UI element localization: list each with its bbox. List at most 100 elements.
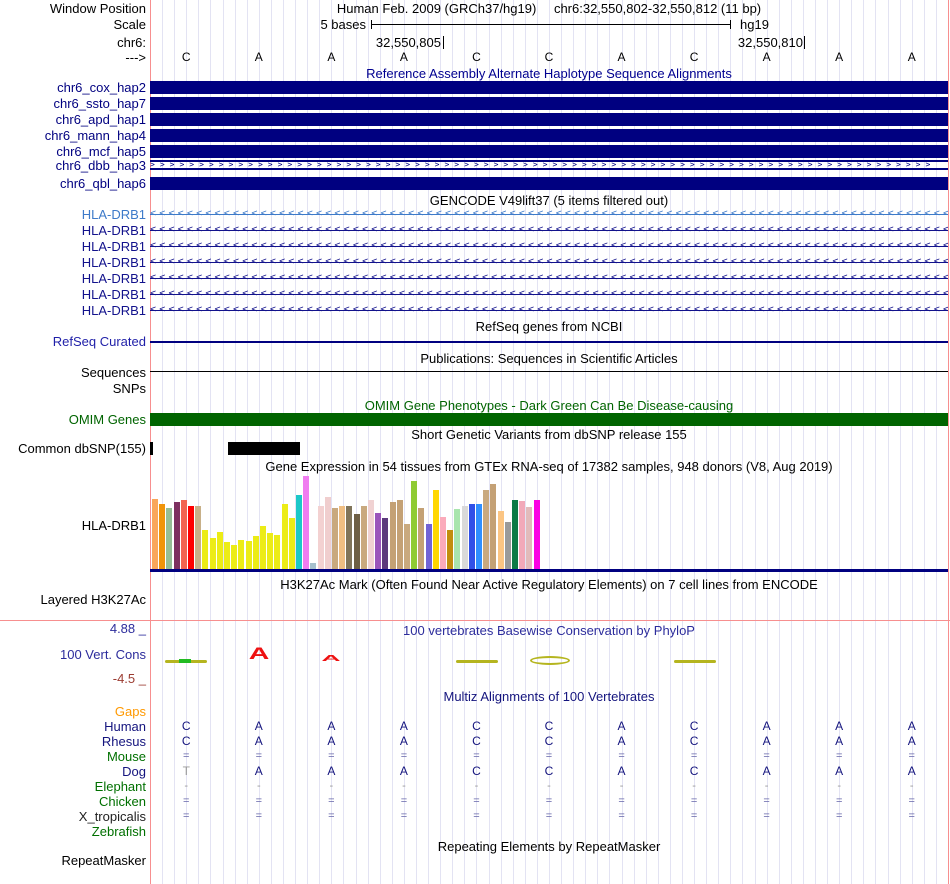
gtex-tissue-bar[interactable]	[476, 504, 482, 569]
gtex-tissue-bar[interactable]	[425, 524, 432, 569]
haplotype-item[interactable]	[150, 97, 948, 110]
gtex-tissue-bar[interactable]	[252, 536, 259, 569]
track-label-omim-genes[interactable]: OMIM Genes	[68, 412, 146, 427]
dbsnp-variant-item[interactable]	[228, 442, 300, 455]
gtex-tissue-bar[interactable]	[490, 484, 497, 569]
track-title-gtex[interactable]: Gene Expression in 54 tissues from GTEx …	[265, 459, 833, 474]
gtex-tissue-bar[interactable]	[159, 504, 166, 569]
gtex-tissue-bar[interactable]	[353, 514, 360, 569]
track-label-chr6_mann_hap4[interactable]: chr6_mann_hap4	[44, 128, 146, 143]
gtex-tissue-bar[interactable]	[483, 490, 490, 569]
track-label-repeatmasker[interactable]: RepeatMasker	[61, 853, 146, 868]
gtex-tissue-bar[interactable]	[288, 518, 295, 569]
gtex-tissue-bar[interactable]	[497, 511, 504, 569]
gtex-tissue-bar[interactable]	[281, 504, 288, 569]
gtex-tissue-bar[interactable]	[526, 507, 533, 569]
track-title-publications[interactable]: Publications: Sequences in Scientific Ar…	[420, 351, 678, 366]
gtex-tissue-bar[interactable]	[303, 476, 310, 569]
transcript-item[interactable]: <<<<<<<<<<<<<<<<<<<<<<<<<<<<<<<<<<<<<<<<…	[150, 272, 948, 283]
gtex-tissue-bar[interactable]	[404, 524, 410, 569]
track-label-dog[interactable]: Dog	[122, 764, 146, 779]
track-label-common-dbsnp[interactable]: Common dbSNP(155)	[18, 441, 146, 456]
gtex-tissue-bar[interactable]	[260, 526, 266, 569]
gtex-tissue-bar[interactable]	[411, 481, 418, 569]
gtex-tissue-bar[interactable]	[224, 542, 230, 569]
track-label-sequences[interactable]: Sequences	[80, 365, 146, 380]
transcript-item[interactable]: <<<<<<<<<<<<<<<<<<<<<<<<<<<<<<<<<<<<<<<<…	[150, 288, 948, 299]
track-label-gencode-1[interactable]: HLA-DRB1	[81, 223, 146, 238]
gtex-tissue-bar[interactable]	[360, 506, 367, 569]
gtex-tissue-bar[interactable]	[209, 538, 216, 569]
transcript-item[interactable]: <<<<<<<<<<<<<<<<<<<<<<<<<<<<<<<<<<<<<<<<…	[150, 304, 948, 315]
gtex-tissue-bar[interactable]	[461, 506, 468, 569]
gtex-tissue-bar[interactable]	[382, 518, 389, 569]
gtex-tissue-bar[interactable]	[332, 508, 338, 569]
haplotype-item[interactable]	[150, 129, 948, 142]
gtex-tissue-bar[interactable]	[519, 501, 526, 569]
gtex-tissue-bar[interactable]	[238, 540, 245, 569]
haplotype-item[interactable]	[150, 177, 948, 190]
transcript-item[interactable]: <<<<<<<<<<<<<<<<<<<<<<<<<<<<<<<<<<<<<<<<…	[150, 240, 948, 251]
gtex-tissue-bar[interactable]	[447, 530, 454, 569]
gtex-tissue-bar[interactable]	[375, 513, 382, 569]
track-label-chicken[interactable]: Chicken	[99, 794, 146, 809]
gtex-tissue-bar[interactable]	[440, 517, 446, 569]
track-label-gencode-5[interactable]: HLA-DRB1	[81, 287, 146, 302]
track-title-refseq[interactable]: RefSeq genes from NCBI	[475, 319, 623, 334]
track-label-gencode-6[interactable]: HLA-DRB1	[81, 303, 146, 318]
gtex-tissue-bar[interactable]	[512, 500, 518, 569]
gtex-tissue-bar[interactable]	[346, 506, 353, 569]
haplotype-item[interactable]: >>>>>>>>>>>>>>>>>>>>>>>>>>>>>>>>>>>>>>>>…	[150, 160, 948, 170]
track-label-gencode-4[interactable]: HLA-DRB1	[81, 271, 146, 286]
track-label-snps[interactable]: SNPs	[112, 381, 146, 396]
gtex-tissue-bar[interactable]	[389, 502, 396, 569]
refseq-curated-item[interactable]	[150, 341, 948, 343]
track-label-chr6_mcf_hap5[interactable]: chr6_mcf_hap5	[56, 144, 146, 159]
gtex-tissue-bar[interactable]	[152, 499, 158, 569]
gtex-tissue-bar[interactable]	[267, 533, 274, 569]
gtex-tissue-bar[interactable]	[310, 563, 317, 569]
gtex-tissue-bar[interactable]	[216, 532, 223, 569]
gtex-tissue-bar[interactable]	[274, 535, 281, 569]
track-label-mouse[interactable]: Mouse	[106, 749, 146, 764]
gtex-tissue-bar[interactable]	[195, 506, 202, 569]
gtex-tissue-bar[interactable]	[468, 504, 475, 569]
track-title-omim[interactable]: OMIM Gene Phenotypes - Dark Green Can Be…	[364, 398, 734, 413]
gtex-tissue-bar[interactable]	[533, 500, 540, 569]
gtex-tissue-bar[interactable]	[296, 495, 302, 569]
gtex-tissue-bar[interactable]	[432, 490, 439, 569]
track-label-conservation[interactable]: 100 Vert. Cons	[60, 647, 146, 662]
gtex-tissue-bar[interactable]	[418, 508, 425, 569]
gtex-tissue-bar[interactable]	[368, 500, 374, 569]
gtex-tissue-bar[interactable]	[317, 506, 324, 569]
track-label-x_tropicalis[interactable]: X_tropicalis	[78, 809, 146, 824]
gtex-tissue-bar[interactable]	[324, 497, 331, 569]
gtex-tissue-bar[interactable]	[396, 500, 403, 569]
track-label-refseq-curated[interactable]: RefSeq Curated	[52, 334, 146, 349]
gtex-tissue-bar[interactable]	[202, 530, 209, 569]
haplotype-item[interactable]	[150, 145, 948, 158]
track-label-elephant[interactable]: Elephant	[94, 779, 146, 794]
track-title-dbsnp[interactable]: Short Genetic Variants from dbSNP releas…	[411, 427, 687, 442]
track-label-chr6_qbl_hap6[interactable]: chr6_qbl_hap6	[59, 176, 146, 191]
track-label-chr6_dbb_hap3[interactable]: chr6_dbb_hap3	[55, 158, 146, 173]
track-title-h3k27ac[interactable]: H3K27Ac Mark (Often Found Near Active Re…	[280, 577, 818, 592]
haplotype-item[interactable]	[150, 81, 948, 94]
gtex-tissue-bar[interactable]	[173, 502, 180, 569]
track-label-chr6_cox_hap2[interactable]: chr6_cox_hap2	[57, 80, 146, 95]
gtex-tissue-bar[interactable]	[504, 522, 511, 569]
omim-gene-item[interactable]	[150, 413, 948, 426]
track-label-zebrafish[interactable]: Zebrafish	[91, 824, 146, 839]
track-label-gencode-3[interactable]: HLA-DRB1	[81, 255, 146, 270]
transcript-item[interactable]: <<<<<<<<<<<<<<<<<<<<<<<<<<<<<<<<<<<<<<<<…	[150, 208, 948, 219]
track-label-h3k27ac[interactable]: Layered H3K27Ac	[40, 592, 146, 607]
track-label-rhesus[interactable]: Rhesus	[101, 734, 146, 749]
track-title-gencode[interactable]: GENCODE V49lift37 (5 items filtered out)	[429, 193, 669, 208]
track-label-gencode-2[interactable]: HLA-DRB1	[81, 239, 146, 254]
track-label-chr6_apd_hap1[interactable]: chr6_apd_hap1	[55, 112, 146, 127]
gtex-tissue-bar[interactable]	[339, 506, 346, 569]
gtex-tissue-bar[interactable]	[180, 500, 187, 569]
track-title-haplotypes[interactable]: Reference Assembly Alternate Haplotype S…	[366, 66, 732, 81]
haplotype-item[interactable]	[150, 113, 948, 126]
gtex-tissue-bar[interactable]	[231, 545, 238, 569]
